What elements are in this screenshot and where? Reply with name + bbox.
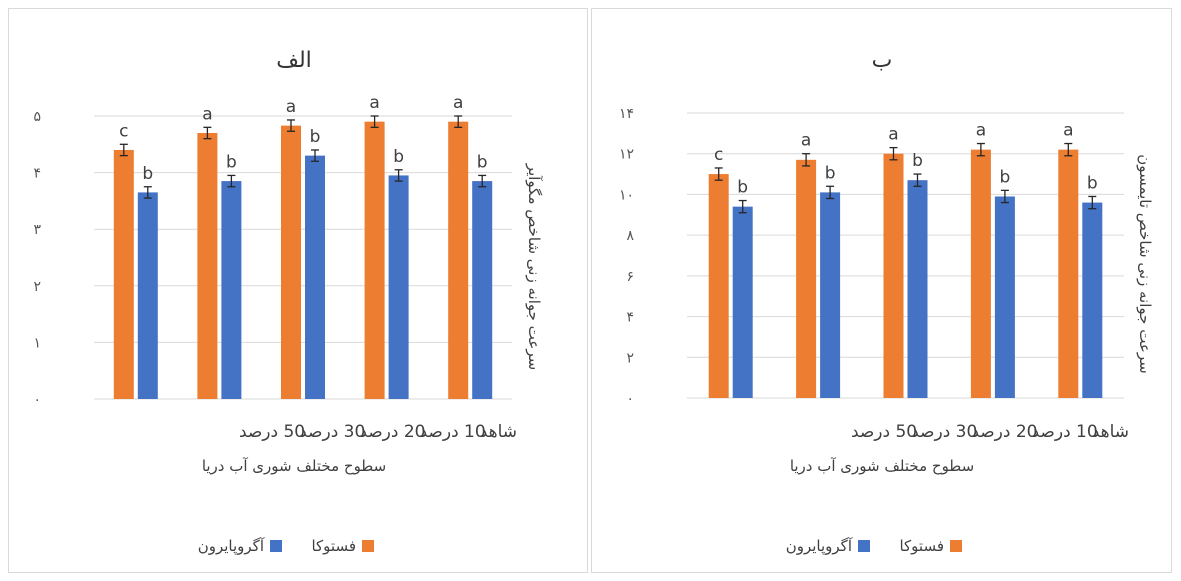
chart-b-bar xyxy=(883,153,904,398)
chart-b-ytick-label: ۲ xyxy=(626,350,634,366)
chart-a-data-label: b xyxy=(310,127,321,147)
chart-b-bar xyxy=(907,180,928,398)
chart-b-ytick-label: ۱۰ xyxy=(619,187,634,203)
chart-b-data-label: a xyxy=(801,131,811,151)
chart-a-bar xyxy=(221,181,242,399)
chart-b-data-label: a xyxy=(1063,121,1073,141)
chart-a-legend-label: فستوکا xyxy=(311,537,356,555)
chart-a-bar xyxy=(388,175,409,399)
chart-a-bar xyxy=(448,121,469,399)
chart-b-legend-swatch xyxy=(858,540,870,552)
chart-b-ytick-label: ۶ xyxy=(626,269,634,285)
chart-a-data-label: b xyxy=(477,152,488,172)
chart-b-title: ب xyxy=(872,48,893,73)
chart-a-title: الف xyxy=(276,48,312,73)
chart-b-ytick-label: ۸ xyxy=(626,228,634,244)
chart-b-ytick-label: ۱۲ xyxy=(619,147,634,163)
chart-a-category-label: 30 درصد xyxy=(299,422,365,442)
chart-a-category-label: شاهد xyxy=(480,422,517,442)
chart-b-data-label: a xyxy=(888,125,898,145)
chart-panel-a: الف ۰ ۱ ۲ ۳ ۴ ۵ a b a b a b a b c b شاهد10 درصد20 درصد30 … xyxy=(8,8,588,573)
chart-a-category-label: 10 درصد xyxy=(420,422,486,442)
chart-a-category-labels: شاهد10 درصد20 درصد30 درصد50 درصد xyxy=(239,422,517,442)
chart-a-bar xyxy=(305,155,325,399)
chart-b-y-axis-title: سرعت جوانه زنی شاخص تایمسون xyxy=(1136,154,1154,373)
chart-a-ytick-label: ۵ xyxy=(33,109,41,125)
chart-b-data-label: b xyxy=(912,151,923,171)
chart-a-data-label: b xyxy=(142,164,153,184)
chart-b-data-label: b xyxy=(737,178,748,198)
chart-b-x-axis-title: سطوح مختلف شوری آب دریا xyxy=(790,457,974,475)
chart-a-bar xyxy=(281,125,301,399)
chart-a-category-label: 50 درصد xyxy=(239,422,305,442)
chart-b-bar xyxy=(970,149,991,398)
chart-b-bar xyxy=(708,174,729,398)
chart-b-bar xyxy=(796,159,817,398)
chart-a-data-label: a xyxy=(286,97,296,117)
chart-a-data-label: b xyxy=(393,147,404,167)
chart-b-bar xyxy=(1082,202,1103,398)
chart-b-data-label: b xyxy=(1000,167,1011,187)
chart-b-bar xyxy=(732,206,753,398)
chart-a-bar xyxy=(197,132,218,399)
chart-a-ytick-label: ۴ xyxy=(33,166,41,182)
chart-b-bar xyxy=(994,196,1015,398)
chart-a-data-label: a xyxy=(453,93,463,113)
chart-b-bar xyxy=(1058,149,1079,398)
chart-a-bar xyxy=(472,181,493,399)
chart-b-legend-label: آگروپایرون xyxy=(786,537,853,556)
chart-a-bar xyxy=(364,121,385,399)
chart-a-category-label: 20 درصد xyxy=(359,422,425,442)
chart-b-legend-swatch xyxy=(950,540,962,552)
chart-a-bar xyxy=(137,192,158,399)
chart-b-ytick-label: ۴ xyxy=(626,310,634,326)
chart-b-ytick-label: ۰ xyxy=(626,391,634,407)
chart-a-legend-swatch xyxy=(362,540,374,552)
chart-a-ytick-label: ۱ xyxy=(33,335,41,351)
chart-b-data-label: c xyxy=(714,145,723,165)
chart-a-ytick-label: ۲ xyxy=(33,279,41,295)
chart-b-data-label: b xyxy=(1087,173,1098,193)
chart-b-category-labels: شاهد10 درصد20 درصد30 درصد50 درصد xyxy=(851,422,1129,442)
chart-b-ytick-label: ۱۴ xyxy=(619,106,634,122)
chart-a-data-label: b xyxy=(226,152,237,172)
chart-b-category-label: 50 درصد xyxy=(851,422,917,442)
chart-a-bar xyxy=(113,149,134,399)
chart-b-legend-label: فستوکا xyxy=(899,537,944,555)
chart-a-legend-label: آگروپایرون xyxy=(198,537,265,556)
chart-a-y-axis-title: سرعت جوانه زنی شاخص مگوآیر xyxy=(525,163,543,370)
chart-b-category-label: 30 درصد xyxy=(911,422,977,442)
chart-a-data-label: a xyxy=(369,93,379,113)
chart-b-data-label: b xyxy=(825,163,836,183)
chart-b-legend: فستوکا آگروپایرون xyxy=(786,537,962,556)
chart-panel-b: ب ۰ ۲ ۴ ۶ ۸ ۱۰ ۱۲ ۱۴ a b a b a b a b c b شاهد10 درصد20 درصد… xyxy=(591,8,1172,573)
chart-a-ytick-label: ۰ xyxy=(33,392,41,408)
chart-b-data-label: a xyxy=(976,121,986,141)
chart-a-data-label: a xyxy=(202,104,212,124)
chart-a-legend: فستوکا آگروپایرون xyxy=(198,537,374,556)
chart-b-category-label: 20 درصد xyxy=(971,422,1037,442)
chart-b-category-label: شاهد xyxy=(1092,422,1129,442)
chart-a-ytick-label: ۳ xyxy=(33,222,41,238)
chart-a-x-axis-title: سطوح مختلف شوری آب دریا xyxy=(202,457,386,475)
chart-a-legend-swatch xyxy=(270,540,282,552)
chart-b-category-label: 10 درصد xyxy=(1032,422,1098,442)
chart-a-data-label: c xyxy=(119,121,128,141)
chart-b-bar xyxy=(820,192,841,398)
